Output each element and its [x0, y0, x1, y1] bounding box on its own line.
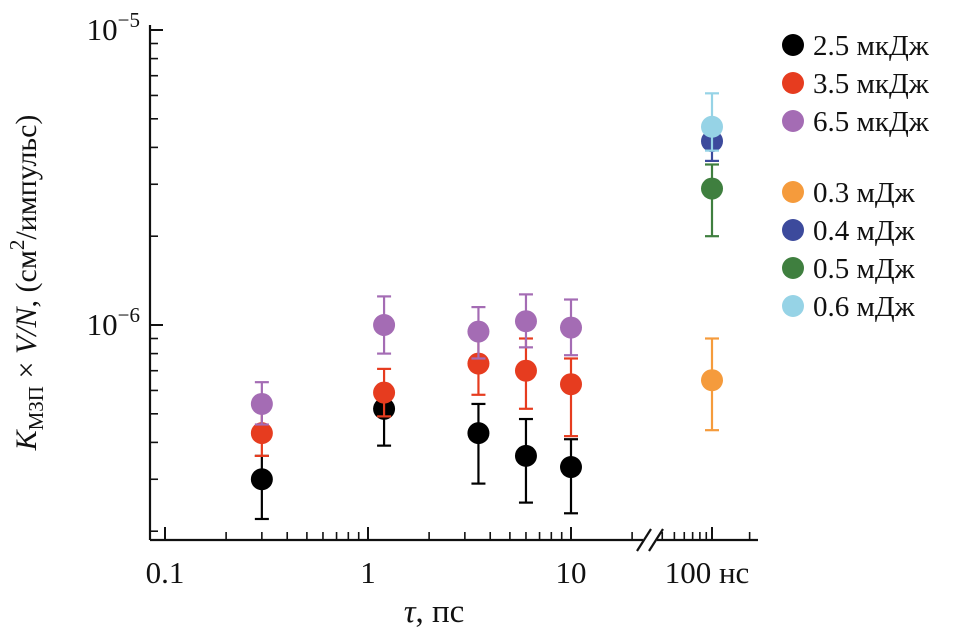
legend: 2.5 мкДж 3.5 мкДж 6.5 мкДж 0.3 мДж 0.4 мДж 0.… [782, 30, 930, 323]
legend-marker [782, 219, 804, 241]
legend-item-label: 0.4 мДж [813, 215, 916, 247]
data-point [373, 314, 396, 336]
plot-area [250, 92, 723, 521]
data-point [250, 392, 273, 415]
x-break-tick-label: 100 нс [665, 555, 750, 590]
legend-marker [782, 181, 804, 203]
legend-marker [782, 110, 804, 132]
y-axis-label: KМЗП × V/N, (см2/импульс) [5, 115, 48, 452]
data-point [514, 359, 537, 382]
x-tick-label: 10 [556, 555, 587, 590]
data-point [467, 320, 490, 343]
data-point [701, 115, 723, 138]
data-point [373, 381, 396, 404]
data-point [467, 422, 490, 445]
data-point [250, 422, 273, 445]
series-0p3-mJ [701, 337, 723, 432]
legend-item-label: 6.5 мкДж [813, 106, 930, 138]
series-6p5-uJ [250, 293, 582, 426]
series-0p5-mJ [701, 163, 723, 238]
legend-marker [782, 257, 804, 279]
data-point [560, 316, 582, 339]
data-point [514, 310, 537, 333]
x-axis-label: τ, пс [404, 594, 465, 630]
data-point [560, 373, 582, 396]
legend-item-label: 2.5 мкДж [813, 30, 930, 62]
x-tick-label: 0.1 [146, 555, 185, 590]
legend-marker [782, 295, 804, 317]
x-tick-label: 1 [360, 555, 376, 590]
data-point [701, 177, 723, 200]
axis-break-icon [648, 528, 664, 552]
legend-item: 0.5 мДж [782, 253, 916, 285]
legend-marker [782, 72, 804, 94]
data-point [701, 369, 723, 392]
series-0p6-mJ [701, 92, 723, 152]
legend-item: 6.5 мкДж [782, 106, 930, 138]
y-tick-label: 10−6 [87, 303, 140, 342]
data-point [514, 444, 537, 467]
series-3p5-uJ [250, 337, 582, 457]
axes: 0.1 1 10 100 нс 10−5 10−6 τ, пс KМЗП × V/N, (см… [5, 8, 758, 630]
data-point [560, 456, 582, 479]
y-tick-label: 10−5 [87, 8, 140, 47]
series-2p5-uJ [250, 395, 582, 521]
legend-item-label: 3.5 мкДж [813, 68, 930, 100]
axis-break-icon [636, 528, 652, 552]
legend-marker [782, 34, 804, 56]
legend-item: 0.3 мДж [782, 177, 916, 209]
legend-item-label: 0.5 мДж [813, 253, 916, 285]
data-point [250, 468, 273, 491]
legend-item: 0.6 мДж [782, 291, 916, 323]
legend-item-label: 0.6 мДж [813, 291, 916, 323]
legend-item: 3.5 мкДж [782, 68, 930, 100]
legend-item: 0.4 мДж [782, 215, 916, 247]
legend-item: 2.5 мкДж [782, 30, 930, 62]
legend-item-label: 0.3 мДж [813, 177, 916, 209]
